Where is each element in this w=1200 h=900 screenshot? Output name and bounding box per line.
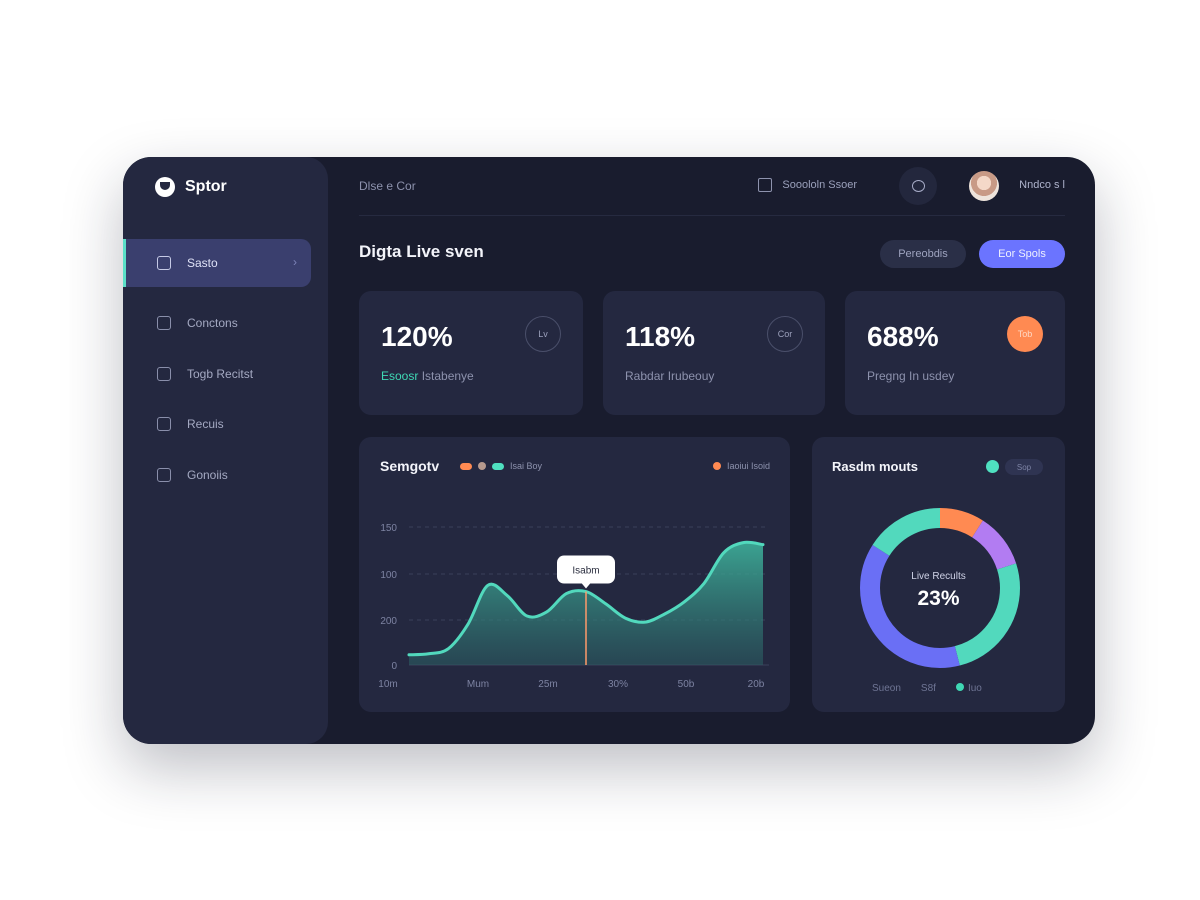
stat-label-text: Rabdar Irubeouy	[625, 369, 715, 383]
file-icon	[758, 178, 773, 192]
donut-legend: Sueon S8f Iuo	[872, 683, 982, 694]
avatar[interactable]	[969, 171, 999, 201]
y-tick-label: 200	[380, 616, 397, 627]
donut-filter-pill[interactable]: Sop	[1005, 459, 1043, 475]
sidebar-item-label: Recuis	[187, 417, 224, 431]
sidebar-item-conctons[interactable]: Conctons	[123, 299, 311, 347]
logo-icon	[155, 177, 175, 197]
donut-segment-2[interactable]	[860, 508, 1020, 668]
sidebar-item-label: Gonoiis	[187, 468, 228, 482]
stat-card-2[interactable]: 118% Rabdar Irubeouy Cor	[603, 291, 825, 415]
donut-center-value: 23%	[917, 587, 960, 610]
sidebar-item-label: Sasto	[187, 256, 218, 270]
legend-swatch-orange	[460, 462, 472, 470]
chat-button[interactable]	[899, 167, 937, 205]
area-chart-card: 150 100 200 0 Isabm 10m Mum 25m 30% 50b 20b Semgot…	[359, 437, 790, 712]
chat-icon	[911, 180, 925, 192]
sidebar-item-togb-recitst[interactable]: Togb Recitst	[123, 350, 311, 398]
stat-value: 118%	[625, 321, 696, 352]
grid-icon	[157, 367, 171, 381]
legend-label: Isai Boy	[510, 461, 543, 471]
app-window: Sptor Sasto › Conctons Togb Recitst Recu…	[123, 157, 1095, 744]
legend-label: Iaoiui Isoid	[726, 461, 770, 471]
y-tick-label: 0	[391, 661, 397, 672]
legend-swatch-orange	[712, 462, 721, 470]
chevron-right-icon: ›	[293, 255, 297, 269]
legend-dot	[955, 683, 964, 691]
donut-center-label: Live Recults	[911, 571, 966, 582]
sidebar-item-gonoiis[interactable]: Gonoiis	[123, 451, 311, 499]
stat-label: Pregng In usdey	[867, 369, 954, 383]
tooltip-pointer	[581, 582, 591, 589]
stat-value: 688%	[867, 321, 939, 352]
stat-label: Rabdar Irubeouy	[625, 369, 714, 383]
donut-segment-4[interactable]	[860, 508, 1020, 668]
donut-card: Rasdm mouts Sop Live Recults 23% Sueon S…	[812, 437, 1065, 712]
chart-legend[interactable]: Isai Boy	[460, 461, 542, 471]
x-tick-label: 50b	[678, 679, 695, 690]
file-label: Sooololn Ssoer	[782, 179, 857, 191]
secondary-button[interactable]: Pereobdis	[880, 240, 966, 268]
x-tick-label: 10m	[378, 679, 397, 690]
user-menu[interactable]: Nndco s l	[1019, 179, 1065, 191]
sidebar-item-recuis[interactable]: Recuis	[123, 400, 311, 448]
sidebar-item-label: Togb Recitst	[187, 367, 254, 381]
donut-legend-item: Sueon	[872, 683, 901, 694]
stat-label-accent: Esoosr	[381, 369, 419, 383]
sidebar-item-sasto[interactable]: Sasto ›	[123, 239, 311, 287]
x-tick-label: 30%	[608, 679, 628, 690]
file-selector[interactable]: Sooololn Ssoer	[758, 178, 857, 192]
lock-icon	[157, 417, 171, 431]
stat-label-text: Pregng In usdey	[867, 369, 955, 383]
legend-swatch-teal	[492, 462, 504, 470]
stat-card-1[interactable]: 120% Esoosr Istabenye Lv	[359, 291, 583, 415]
logo[interactable]: Sptor	[155, 177, 227, 197]
stat-badge-icon: Tob	[1007, 316, 1043, 352]
legend-swatch-tan	[478, 462, 486, 470]
stat-badge-icon: Cor	[767, 316, 803, 352]
stat-card-3[interactable]: 688% Pregng In usdey Tob	[845, 291, 1065, 415]
status-dot	[986, 460, 999, 473]
sidebar-item-label: Conctons	[187, 316, 238, 330]
stat-badge-icon: Lv	[525, 316, 561, 352]
topbar: Dlse e Cor Sooololn Ssoer Nndco s l	[359, 157, 1065, 216]
sidebar: Sptor Sasto › Conctons Togb Recitst Recu…	[123, 157, 328, 744]
primary-button[interactable]: Eor Spols	[979, 240, 1065, 268]
x-tick-label: 25m	[538, 679, 557, 690]
area-chart[interactable]: 150 100 200 0 Isabm 10m Mum 25m 30% 50b 20b	[359, 437, 790, 712]
checkbox-icon	[157, 256, 171, 270]
tooltip-box	[557, 555, 615, 584]
chart-legend-secondary[interactable]: Iaoiui Isoid	[712, 461, 770, 471]
app-name: Sptor	[185, 178, 227, 195]
stat-label-text: Istabenye	[418, 369, 474, 383]
breadcrumb[interactable]: Dlse e Cor	[359, 179, 416, 193]
y-tick-label: 150	[380, 523, 397, 534]
tooltip-label: Isabm	[572, 566, 599, 577]
document-icon	[157, 316, 171, 330]
donut-chart[interactable]	[812, 437, 1065, 712]
donut-segment-3[interactable]	[860, 508, 1020, 668]
donut-legend-item: Iuo	[955, 683, 982, 694]
donut-title: Rasdm mouts	[832, 459, 918, 474]
stat-label: Esoosr Istabenye	[381, 369, 474, 383]
donut-legend-item: S8f	[920, 683, 936, 694]
stat-value: 120%	[381, 321, 453, 352]
settings-icon	[157, 468, 171, 482]
y-tick-label: 100	[380, 570, 397, 581]
page-title: Digta Live sven	[359, 242, 484, 261]
x-tick-label: Mum	[467, 679, 489, 690]
x-tick-label: 20b	[748, 679, 765, 690]
chart-title: Semgotv	[380, 458, 440, 474]
